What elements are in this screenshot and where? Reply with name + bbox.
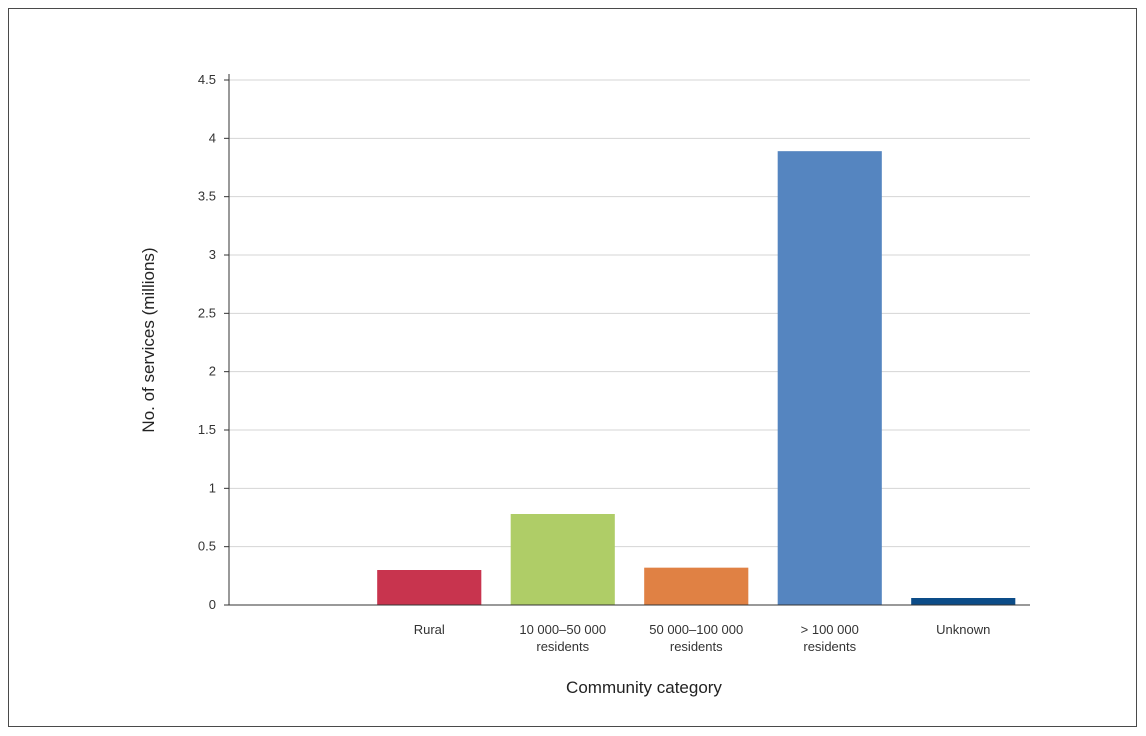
x-tick-labels: Rural 10 000–50 000 residents 50 000–100 00… (414, 622, 991, 654)
y-tick-label: 0.5 (198, 539, 216, 554)
axes (224, 74, 1030, 606)
x-tick-label: Unknown (936, 622, 990, 637)
x-tick-label: residents (670, 639, 723, 654)
y-tick-label: 4.5 (198, 72, 216, 87)
bar (777, 151, 882, 605)
y-tick-label: 2 (209, 364, 216, 379)
y-tick-label: 1 (209, 480, 216, 495)
y-tick-label: 3 (209, 247, 216, 262)
x-tick-label: residents (803, 639, 856, 654)
y-tick-label: 0 (209, 597, 216, 612)
bar (911, 598, 1016, 605)
x-tick-label: Rural (414, 622, 445, 637)
bars (377, 151, 1016, 605)
y-axis-title: No. of services (millions) (139, 247, 158, 432)
y-tick-label: 4 (209, 130, 216, 145)
x-axis-title: Community category (566, 678, 722, 697)
gridlines (229, 79, 1030, 548)
x-tick-label: residents (536, 639, 589, 654)
x-tick-label: 10 000–50 000 (519, 622, 606, 637)
bar (644, 567, 749, 605)
bar (377, 570, 482, 605)
x-tick-label: 50 000–100 000 (649, 622, 743, 637)
chart-frame (8, 8, 1137, 727)
x-tick-label: > 100 000 (801, 622, 859, 637)
y-tick-label: 2.5 (198, 305, 216, 320)
y-tick-label: 3.5 (198, 189, 216, 204)
bar (510, 514, 615, 605)
y-tick-labels: 0 0.5 1 1.5 2 2.5 3 3.5 4 4.5 (198, 72, 216, 612)
y-tick-label: 1.5 (198, 422, 216, 437)
